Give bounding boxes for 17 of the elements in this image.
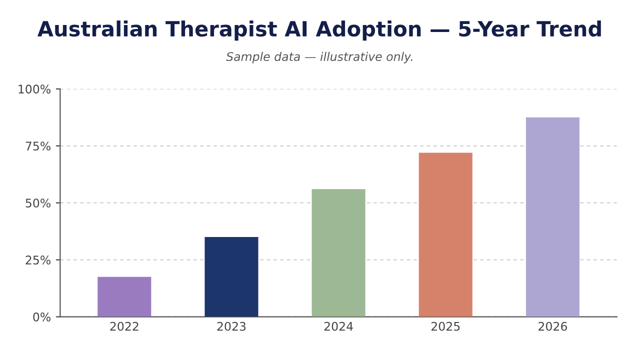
x-tick-label: 2026 — [538, 322, 567, 331]
y-tick-label: 0% — [33, 312, 50, 322]
x-tick-label: 2024 — [324, 322, 353, 331]
bar — [98, 276, 152, 317]
chart-title: Australian Therapist AI Adoption — 5-Year Trend — [37, 20, 601, 41]
x-tick-label: 2022 — [110, 322, 138, 331]
chart-subtitle: Sample data — illustrative only. — [226, 52, 412, 64]
bar — [418, 152, 472, 317]
x-tick-label: 2023 — [217, 322, 246, 331]
x-tick-label: 2025 — [431, 322, 460, 331]
y-tick-label: 100% — [18, 84, 50, 94]
bar — [312, 189, 366, 317]
y-tick-label: 75% — [26, 142, 50, 151]
bar — [204, 237, 258, 317]
y-tick-label: 50% — [26, 198, 50, 208]
bar — [526, 117, 580, 317]
y-tick-label: 25% — [26, 256, 50, 264]
